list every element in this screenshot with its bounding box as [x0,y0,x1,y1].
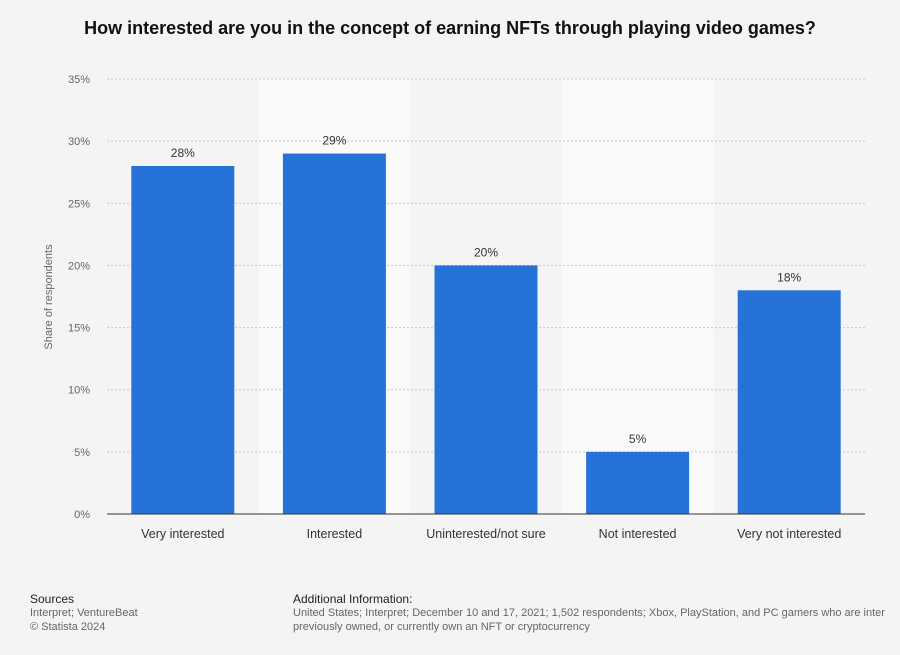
y-tick-label: 25% [68,198,90,210]
y-tick-label: 5% [74,447,90,459]
sources-link[interactable]: Interpret; VentureBeat [30,607,138,619]
bar[interactable] [737,290,841,514]
copyright-text: © Statista 2024 [30,621,106,633]
x-tick-label: Not interested [599,527,677,541]
y-tick-label: 10% [68,385,90,397]
additional-info-line-2: previously owned, or currently own an NF… [293,621,590,633]
value-label: 5% [629,432,647,446]
additional-info-block: Additional Information: United States; I… [293,592,900,634]
bar[interactable] [434,265,538,514]
bar[interactable] [586,451,690,514]
value-labels: 28% 29% 20% 5% 18% [171,134,802,446]
chart-title: How interested are you in the concept of… [84,18,816,38]
y-axis-ticks: 0% 5% 10% 15% 20% 25% 30% 35% [68,74,90,521]
y-tick-label: 15% [68,323,90,335]
value-label: 18% [777,270,801,284]
x-tick-label: Very interested [141,527,224,541]
sources-heading: Sources [30,592,75,606]
bar[interactable] [282,153,386,515]
value-label: 20% [474,245,498,259]
x-tick-label: Very not interested [737,527,841,541]
sources-block: Sources Interpret; VentureBeat © Statist… [30,592,138,634]
y-tick-label: 20% [68,260,90,272]
x-tick-label: Interested [307,527,363,541]
value-label: 28% [171,146,195,160]
bar[interactable] [131,166,235,514]
y-tick-label: 35% [68,74,90,86]
y-tick-label: 30% [68,136,90,148]
x-axis-labels: Very interested Interested Uninterested/no… [141,527,841,541]
additional-info-line-1: United States; Interpret; December 10 an… [293,607,885,619]
x-tick-label: Uninterested/not sure [426,527,546,541]
value-label: 29% [322,134,346,148]
bars [131,153,841,515]
y-tick-label: 0% [74,509,90,521]
category-band [561,79,714,514]
additional-info-heading[interactable]: Additional Information: [293,592,413,606]
y-axis-label: Share of respondents [43,244,55,350]
